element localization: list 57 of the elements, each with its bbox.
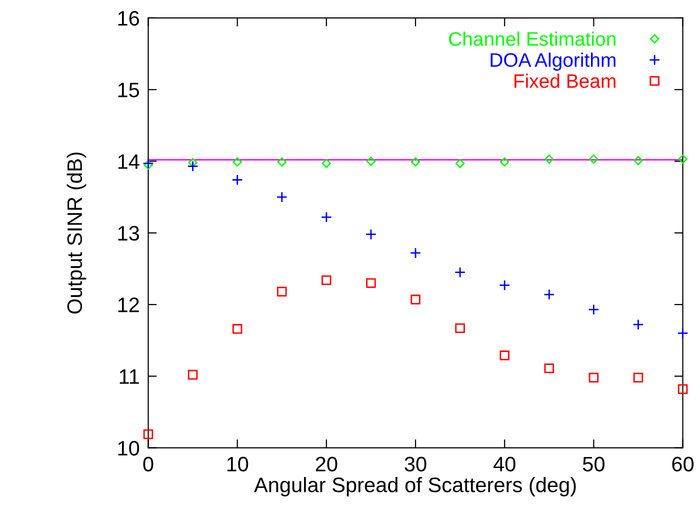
point <box>588 304 600 316</box>
y-tick-label: 12 <box>118 298 139 312</box>
y-tick-label: 10 <box>118 440 140 456</box>
point <box>455 158 465 168</box>
point <box>320 212 332 223</box>
point <box>678 384 688 394</box>
point <box>633 372 644 382</box>
y-tick-label: 14 <box>118 154 140 169</box>
point <box>276 192 288 203</box>
point <box>410 294 420 304</box>
point <box>455 323 465 334</box>
point <box>232 324 242 334</box>
y-axis-title: Output SINR (dB) <box>66 152 86 314</box>
point <box>499 280 510 291</box>
point <box>632 319 644 330</box>
point <box>187 160 198 172</box>
point <box>188 158 198 168</box>
y-tick-label: 16 <box>118 10 139 26</box>
point <box>500 350 510 360</box>
x-tick-label: 0 <box>143 456 154 472</box>
point <box>277 286 287 297</box>
point <box>188 370 198 380</box>
point <box>634 156 643 166</box>
x-tick-label: 10 <box>227 456 248 472</box>
x-tick-label: 20 <box>316 456 338 472</box>
point <box>678 154 688 164</box>
point <box>544 154 554 164</box>
y-tick-label: 15 <box>118 82 140 98</box>
point <box>544 363 554 374</box>
point <box>232 157 242 167</box>
point <box>454 266 466 278</box>
legend-label: DOA Algorithm <box>490 52 616 71</box>
point <box>544 288 555 300</box>
point <box>366 278 376 288</box>
x-tick-label: 30 <box>404 456 426 472</box>
point <box>410 247 422 259</box>
point <box>589 154 598 164</box>
x-tick-label: 60 <box>672 456 694 472</box>
point <box>588 372 599 382</box>
point <box>322 158 332 168</box>
y-tick-label: 13 <box>118 226 139 241</box>
legend-label: Channel Estimation <box>449 32 616 46</box>
y-tick-label: 11 <box>120 369 139 384</box>
x-axis-title: Angular Spread of Scatterers (deg) <box>254 476 576 496</box>
point <box>143 429 154 440</box>
point <box>277 157 287 167</box>
point <box>144 160 153 170</box>
point <box>232 174 243 186</box>
point <box>410 157 420 167</box>
point <box>366 156 376 166</box>
x-tick-label: 50 <box>582 456 604 472</box>
legend-label: Fixed Beam <box>514 74 616 88</box>
point <box>365 228 377 240</box>
x-tick-label: 40 <box>493 456 516 472</box>
point <box>677 328 688 339</box>
point <box>500 157 510 167</box>
point <box>322 275 332 286</box>
